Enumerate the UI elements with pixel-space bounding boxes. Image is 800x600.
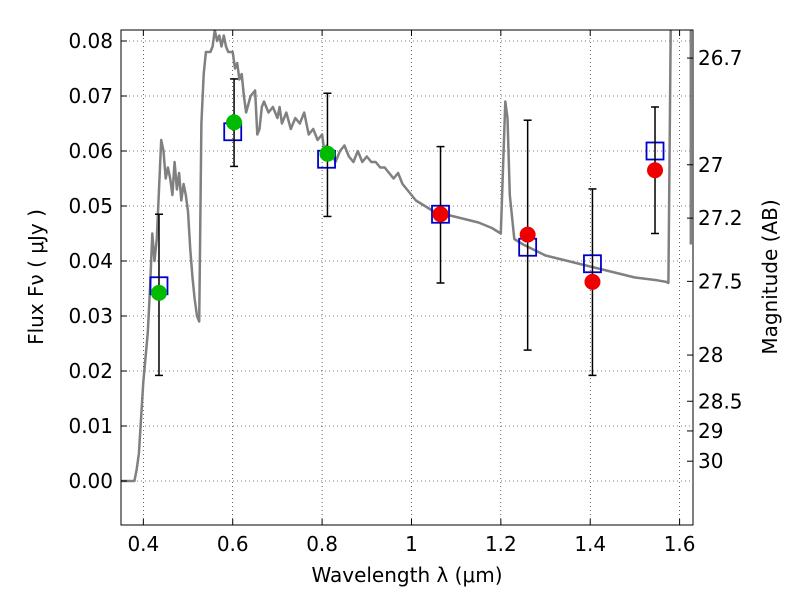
mag-tick-label-6: 29: [698, 419, 723, 443]
mag-tick-label-7: 30: [698, 449, 723, 473]
x-axis-label: Wavelength λ (μm): [311, 563, 502, 587]
y-tick-label-1: 0.01: [68, 414, 113, 438]
y-tick-label-0: 0.00: [68, 469, 113, 493]
x-tick-label-3: 1: [405, 532, 418, 556]
y2-axis-label: Magnitude (AB): [758, 199, 782, 354]
plot-frame: [120, 29, 694, 526]
y-axis-label: Flux Fν ( μJy ): [24, 209, 48, 345]
mag-tick-label-3: 27.5: [698, 269, 743, 293]
x-tick-label-6: 1.6: [664, 532, 696, 556]
observed-point-4-0: [432, 206, 449, 223]
tick-layer: 0.4 0.6 0.8 1 1.2 1.4 1.6 0.00 0.01 0.02 0.03 0.04 0…: [68, 29, 742, 556]
y-tick-label-8: 0.08: [68, 29, 113, 53]
x-tick-label-1: 0.6: [217, 532, 249, 556]
mag-tick-label-0: 26.7: [698, 46, 743, 70]
grid-layer: [121, 30, 693, 525]
x-tick-label-0: 0.4: [127, 532, 159, 556]
x-tick-label-5: 1.4: [574, 532, 606, 556]
observed-point-3-0: [150, 284, 167, 301]
y-tick-label-3: 0.03: [68, 304, 113, 328]
x-tick-label-2: 0.8: [306, 532, 338, 556]
mag-tick-label-4: 28: [698, 343, 723, 367]
y-tick-label-7: 0.07: [68, 84, 113, 108]
observed-point-4-3: [647, 162, 664, 179]
observed-point-3-1: [226, 114, 243, 131]
y-tick-label-2: 0.02: [68, 359, 113, 383]
data-layer: [121, 30, 693, 483]
observed-point-4-1: [519, 226, 536, 243]
y-tick-label-4: 0.04: [68, 249, 113, 273]
y-tick-label-5: 0.05: [68, 194, 113, 218]
x-tick-label-4: 1.2: [485, 532, 517, 556]
mag-tick-label-2: 27.2: [698, 206, 743, 230]
mag-tick-label-5: 28.5: [698, 389, 743, 413]
observed-point-4-2: [584, 273, 601, 290]
mag-tick-label-1: 27: [698, 153, 723, 177]
observed-point-3-2: [319, 145, 336, 162]
y-tick-label-6: 0.06: [68, 139, 113, 163]
